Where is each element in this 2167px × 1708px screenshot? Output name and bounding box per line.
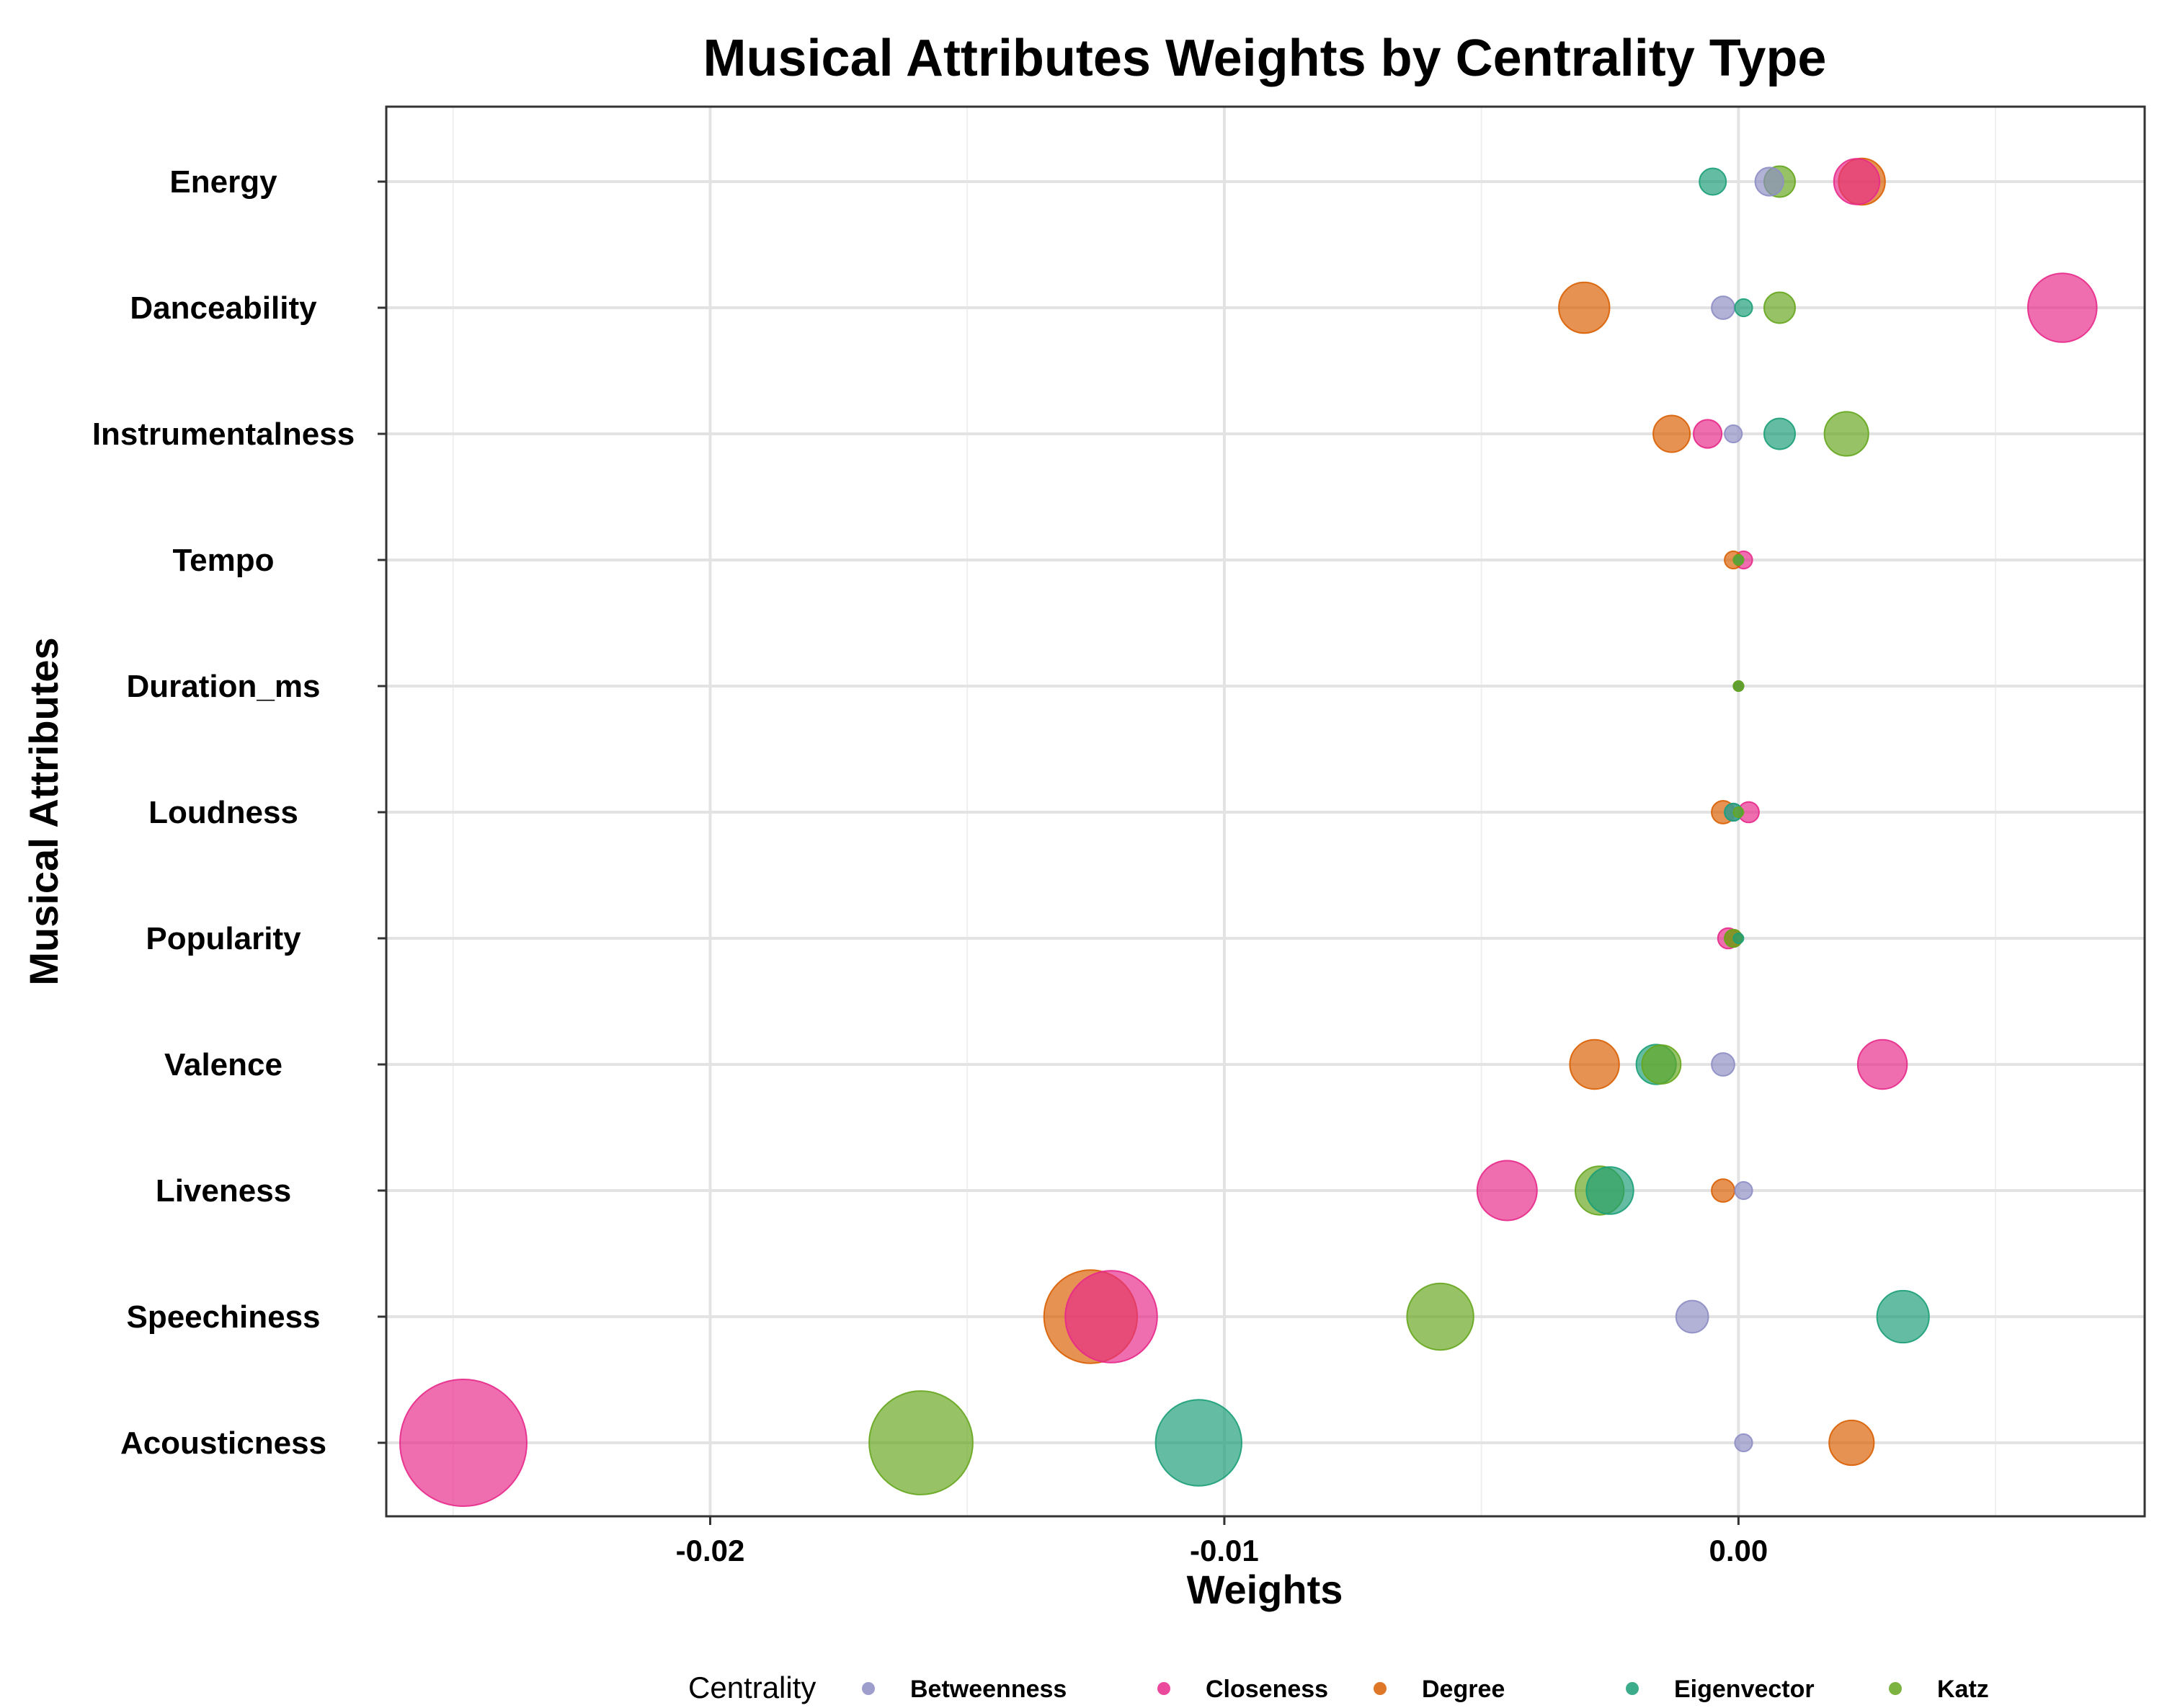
bubble-betweenness-energy xyxy=(1754,166,1784,197)
bubbles xyxy=(399,157,2098,1507)
grid-lines xyxy=(386,107,2145,1516)
bubble-degree-valence xyxy=(1569,1038,1620,1090)
bubble-katz-instrumentalness xyxy=(1823,411,1869,457)
y-axis-title: Musical Attributes xyxy=(21,637,66,985)
bubble-katz-acousticness xyxy=(868,1390,974,1495)
bubble-katz-valence xyxy=(1641,1044,1682,1085)
legend-title: Centrality xyxy=(688,1671,816,1704)
bubble-betweenness-liveness xyxy=(1734,1180,1753,1201)
bubble-katz-loudness xyxy=(1732,806,1745,818)
bubble-degree-acousticness xyxy=(1828,1419,1875,1467)
legend: Centrality Betweenness Closeness Degree Eig… xyxy=(688,1671,1989,1704)
bubble-betweenness-valence xyxy=(1711,1052,1735,1077)
x-tick-label: 0.00 xyxy=(1709,1534,1768,1567)
bubble-eigenvector-liveness xyxy=(1585,1166,1634,1215)
bubble-degree-liveness xyxy=(1711,1178,1735,1203)
y-tick-label: Duration_ms xyxy=(127,669,321,704)
x-axis-title: Weights xyxy=(1187,1567,1343,1612)
y-tick-label: Energy xyxy=(169,164,277,200)
legend-label-katz: Katz xyxy=(1937,1676,1989,1703)
y-tick-label: Speechiness xyxy=(126,1299,320,1335)
bubble-closeness-instrumentalness xyxy=(1693,419,1723,449)
y-tick-label: Loudness xyxy=(148,795,298,830)
legend-label-eigenvector: Eigenvector xyxy=(1674,1676,1815,1703)
bubble-eigenvector-speechiness xyxy=(1876,1289,1930,1344)
bubble-degree-danceability xyxy=(1558,281,1611,334)
bubble-closeness-liveness xyxy=(1476,1160,1538,1222)
bubble-betweenness-danceability xyxy=(1711,295,1735,320)
bubble-closeness-energy xyxy=(1833,158,1881,205)
bubble-betweenness-acousticness xyxy=(1734,1433,1753,1453)
y-tick-label: Acousticness xyxy=(120,1425,326,1461)
y-tick-label: Liveness xyxy=(156,1173,291,1209)
y-tick-label: Instrumentalness xyxy=(92,417,355,452)
bubble-katz-duration_ms xyxy=(1732,680,1745,692)
y-tick-label: Popularity xyxy=(146,921,301,956)
legend-label-betweenness: Betweenness xyxy=(910,1676,1067,1703)
bubble-eigenvector-acousticness xyxy=(1154,1399,1243,1487)
legend-label-degree: Degree xyxy=(1422,1676,1505,1703)
bubble-degree-instrumentalness xyxy=(1652,414,1691,453)
legend-swatch-katz xyxy=(1889,1682,1902,1695)
bubble-closeness-speechiness xyxy=(1064,1270,1158,1364)
bubble-betweenness-instrumentalness xyxy=(1724,424,1743,444)
legend-label-closeness: Closeness xyxy=(1206,1676,1328,1703)
chart-title: Musical Attributes Weights by Centrality… xyxy=(703,30,1827,87)
bubble-betweenness-speechiness xyxy=(1675,1299,1709,1334)
y-tick-label: Tempo xyxy=(173,543,275,578)
x-tick-label: -0.02 xyxy=(676,1534,745,1567)
y-axis: Energy Danceability Instrumentalness Tempo D… xyxy=(92,164,386,1461)
bubble-eigenvector-popularity xyxy=(1732,933,1745,944)
legend-swatch-degree xyxy=(1374,1682,1387,1695)
x-tick-label: -0.01 xyxy=(1190,1534,1259,1567)
legend-swatch-closeness xyxy=(1157,1682,1170,1695)
bubble-eigenvector-energy xyxy=(1699,167,1727,196)
bubble-closeness-acousticness xyxy=(399,1379,528,1507)
bubble-katz-speechiness xyxy=(1406,1282,1474,1351)
y-tick-label: Danceability xyxy=(130,290,317,326)
bubble-katz-danceability xyxy=(1763,291,1796,324)
bubble-eigenvector-instrumentalness xyxy=(1763,417,1796,450)
bubble-katz-tempo xyxy=(1732,554,1745,566)
y-tick-label: Valence xyxy=(164,1047,282,1082)
x-axis: -0.02 -0.01 0.00 xyxy=(676,1516,1768,1567)
bubble-closeness-valence xyxy=(1856,1038,1908,1090)
legend-swatch-betweenness xyxy=(862,1682,875,1695)
bubble-closeness-danceability xyxy=(2027,272,2098,343)
legend-swatch-eigenvector xyxy=(1626,1682,1639,1695)
bubble-eigenvector-danceability xyxy=(1734,298,1753,318)
